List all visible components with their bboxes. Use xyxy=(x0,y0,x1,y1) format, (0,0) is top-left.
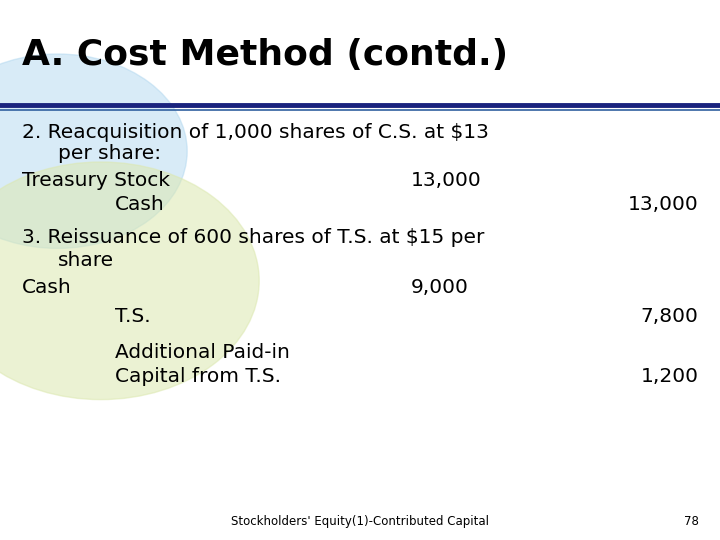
Circle shape xyxy=(0,54,187,248)
Text: Cash: Cash xyxy=(115,194,165,214)
Text: per share:: per share: xyxy=(58,144,161,164)
Text: 78: 78 xyxy=(683,515,698,528)
Text: 13,000: 13,000 xyxy=(628,194,698,214)
Text: 3. Reissuance of 600 shares of T.S. at $15 per: 3. Reissuance of 600 shares of T.S. at $… xyxy=(22,228,484,247)
Text: 1,200: 1,200 xyxy=(640,367,698,387)
Text: Stockholders' Equity(1)-Contributed Capital: Stockholders' Equity(1)-Contributed Capi… xyxy=(231,515,489,528)
Circle shape xyxy=(0,162,259,400)
Text: T.S.: T.S. xyxy=(115,307,150,327)
Text: 13,000: 13,000 xyxy=(410,171,481,191)
Text: 2. Reacquisition of 1,000 shares of C.S. at $13: 2. Reacquisition of 1,000 shares of C.S.… xyxy=(22,123,488,142)
Text: share: share xyxy=(58,251,114,270)
Text: Treasury Stock: Treasury Stock xyxy=(22,171,170,191)
Text: 7,800: 7,800 xyxy=(641,307,698,327)
Text: 9,000: 9,000 xyxy=(410,278,468,298)
Text: A. Cost Method (contd.): A. Cost Method (contd.) xyxy=(22,38,508,72)
Text: Additional Paid-in: Additional Paid-in xyxy=(115,342,290,362)
Text: Cash: Cash xyxy=(22,278,71,298)
Text: Capital from T.S.: Capital from T.S. xyxy=(115,367,282,387)
